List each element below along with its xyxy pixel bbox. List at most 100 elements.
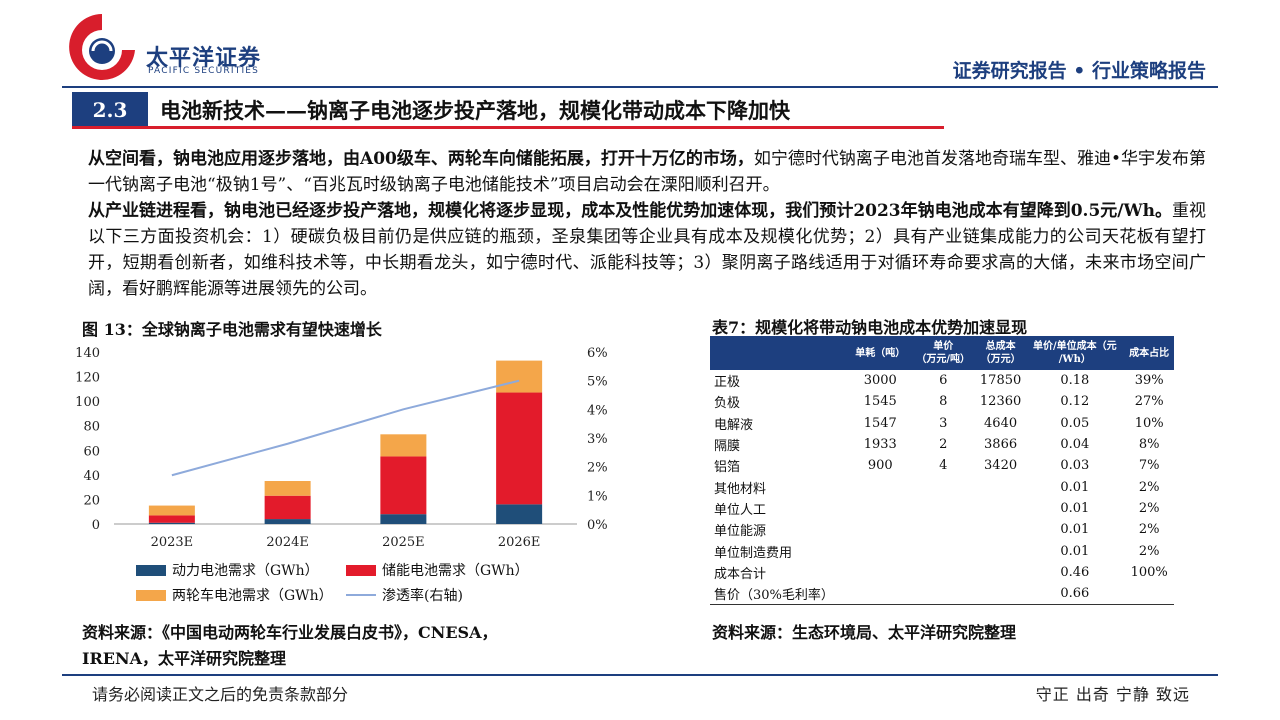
row-label: 售价（30%毛利率）	[710, 582, 850, 605]
table-cell: 8	[939, 394, 948, 410]
table-cell: 3866	[984, 437, 1018, 453]
logo-text-en: PACIFIC SECURITIES	[148, 66, 260, 76]
table-row: 单位能源 0.01 2%	[710, 519, 1174, 540]
table-cell: 2%	[1138, 543, 1160, 559]
table-header-cell	[710, 336, 850, 370]
table-cell: 900	[867, 458, 893, 474]
y-left-tick-label: 40	[83, 469, 100, 484]
table-cell: 3420	[984, 458, 1018, 474]
table-row: 售价（30%毛利率） 0.66	[710, 582, 1174, 605]
table-cell	[975, 582, 1026, 605]
row-label: 单位制造费用	[714, 545, 793, 561]
table-cell	[911, 476, 976, 497]
table-cell: 39%	[1134, 373, 1164, 389]
table-row: 正极 3000 6 17850 0.18 39%	[710, 370, 1174, 391]
table-cell: 0.12	[1060, 394, 1090, 410]
table-cell: 17850	[979, 373, 1022, 389]
table-cell	[849, 582, 911, 605]
bar-segment	[148, 505, 195, 516]
table-header-cell: 单价/单位成本（元/Wh）	[1025, 336, 1125, 370]
table-title: 表7：规模化将带动钠电池成本优势加速显现	[712, 318, 1028, 337]
legend-label: 两轮车电池需求（GWh）	[172, 588, 333, 604]
row-label: 隔膜	[714, 439, 741, 455]
legend-item-storage: 储能电池需求（GWh）	[346, 560, 529, 580]
sodium-demand-chart: 0 20 40 60 80 100 120 140 0% 1% 2% 3% 4% 5% 6% 2023E 202…	[75, 346, 608, 550]
table-cell	[976, 540, 1026, 561]
cost-table: 单耗（吨） 单价 （万元/吨） 总成本 （万元） 单价/单位成本（元/Wh） 成本占比 正极…	[710, 336, 1174, 605]
row-label: 其他材料	[714, 481, 767, 497]
row-label: 单位人工	[714, 502, 767, 518]
legend-item-power: 动力电池需求（GWh）	[136, 560, 319, 580]
y-right-tick-label: 5%	[587, 375, 608, 390]
table-cell: 1933	[863, 437, 897, 453]
table-cell	[911, 562, 976, 583]
table-cell: 100%	[1130, 564, 1168, 580]
y-left-tick-label: 20	[83, 493, 100, 508]
report-type-label: 证券研究报告 • 行业策略报告	[952, 60, 1206, 82]
table-row: 负极 1545 8 12360 0.12 27%	[710, 391, 1174, 412]
bar-segment	[496, 504, 543, 524]
figure-title: 图 13：全球钠离子电池需求有望快速增长	[82, 320, 382, 339]
x-tick-label: 2023E	[151, 535, 194, 550]
table-cell: 3000	[863, 373, 897, 389]
table-cell	[1124, 582, 1174, 605]
paragraph-text: 如宁德时代钠离子电池首发落地奇瑞车型、雅迪•华宇发布第一代钠离子电池“极钠1号”…	[88, 149, 1206, 195]
table-cell	[850, 519, 911, 540]
table-cell: 2%	[1138, 500, 1160, 516]
y-left-tick-label: 0	[92, 518, 100, 533]
legend-label: 渗透率(右轴)	[382, 588, 463, 604]
table-cell: 6	[939, 373, 948, 389]
table-header-cell: 单价 （万元/吨）	[910, 336, 976, 370]
paragraph-market-space: 从空间看，钠电池应用逐步落地，由A00级车、两轮车向储能拓展，打开十万亿的市场，…	[88, 146, 1206, 198]
table-cell	[911, 540, 976, 561]
table-cell: 0.04	[1060, 437, 1090, 453]
table-cell: 8%	[1138, 437, 1160, 453]
table-row: 其他材料 0.01 2%	[710, 476, 1174, 497]
table-cell: 0.46	[1060, 564, 1090, 580]
table-cell: 27%	[1134, 394, 1164, 410]
table-cell	[850, 540, 911, 561]
table-source: 资料来源：生态环境局、太平洋研究院整理	[712, 623, 1017, 642]
table-cell	[850, 562, 911, 583]
y-right-tick-label: 1%	[587, 489, 608, 504]
table-row: 隔膜 1933 2 3866 0.04 8%	[710, 434, 1174, 455]
table-cell: 0.18	[1060, 373, 1090, 389]
table-cell: 1547	[863, 415, 897, 431]
table-cell: 2	[939, 437, 948, 453]
table-cell: 0.05	[1060, 415, 1090, 431]
row-label: 铝箔	[714, 460, 741, 476]
legend-label: 储能电池需求（GWh）	[382, 563, 529, 579]
bar-segment	[496, 360, 543, 393]
table-cell: 4	[939, 458, 948, 474]
logo-mark-icon	[69, 14, 135, 80]
penetration-line	[171, 379, 520, 477]
bar-segment	[148, 515, 195, 523]
table-cell	[850, 498, 911, 519]
y-right-tick-label: 4%	[587, 403, 608, 418]
table-cell: 0.03	[1060, 458, 1090, 474]
table-cell: 10%	[1134, 415, 1164, 431]
table-cell	[850, 476, 911, 497]
table-cell	[976, 519, 1026, 540]
table-cell: 0.01	[1060, 500, 1090, 516]
table-header-cell: 总成本 （万元）	[975, 336, 1026, 370]
x-tick-label: 2026E	[498, 535, 541, 550]
y-left-tick-label: 80	[83, 420, 100, 435]
table-cell	[910, 582, 976, 605]
table-cell	[976, 476, 1026, 497]
y-left-tick-label: 100	[75, 395, 100, 410]
bar-segment	[264, 519, 311, 524]
footer-divider	[62, 674, 1218, 676]
table-cell: 1545	[863, 394, 897, 410]
table-row: 单位人工 0.01 2%	[710, 498, 1174, 519]
y-right-tick-label: 3%	[587, 432, 608, 447]
table-cell: 0.01	[1060, 522, 1090, 538]
company-motto: 守正 出奇 宁静 致远	[1035, 685, 1190, 704]
bar-segment	[380, 514, 427, 524]
bar-segment	[264, 495, 311, 520]
row-label: 成本合计	[714, 566, 767, 582]
disclaimer-note: 请务必阅读正文之后的免责条款部分	[92, 685, 349, 704]
table-cell	[911, 498, 976, 519]
y-right-tick-label: 2%	[587, 461, 608, 476]
table-header-cell: 成本占比	[1124, 336, 1174, 370]
